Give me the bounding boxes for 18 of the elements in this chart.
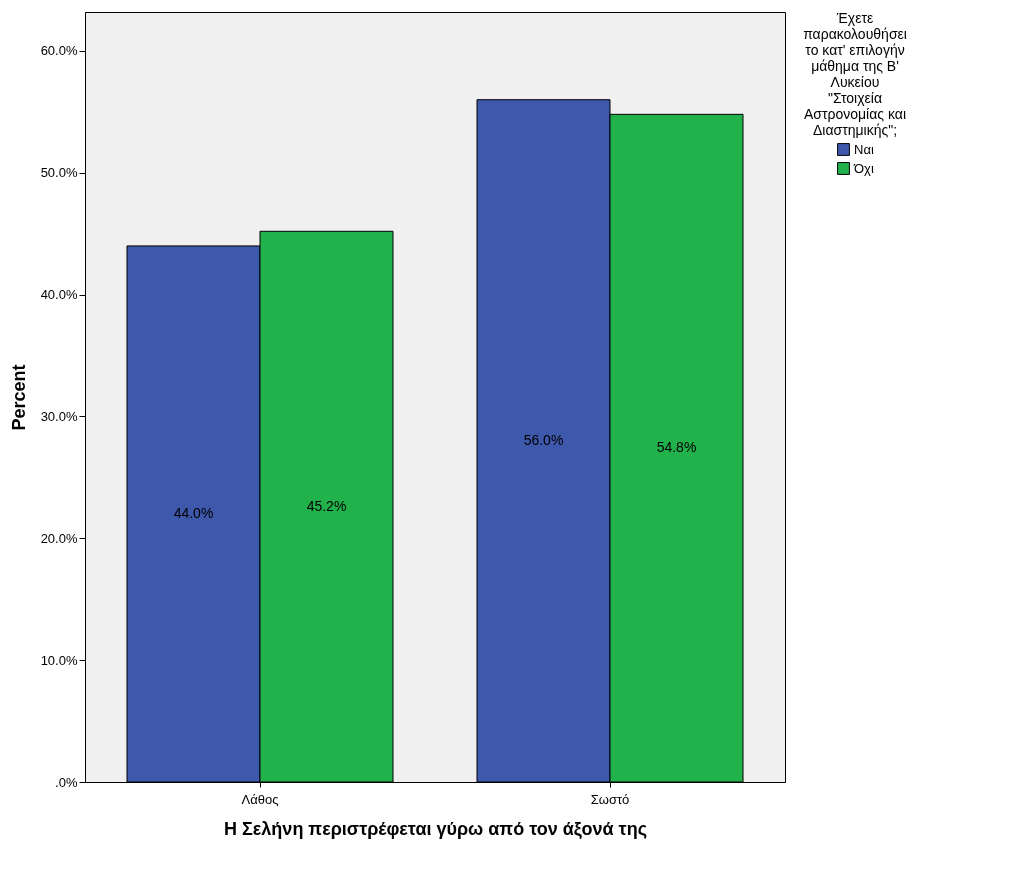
- legend-title: Έχετε παρακολουθήσει το κατ' επιλογήν μάθημα της Β' Λυκείου "Στοιχεία Αστρονομίας και Διαστημικής";: [803, 10, 907, 138]
- data-label: 44.0%: [173, 504, 214, 521]
- data-label: 56.0%: [523, 431, 564, 448]
- x-tick-label: Σωστό: [590, 791, 630, 807]
- y-tick-label: 50.0%: [40, 165, 78, 181]
- x-tick-label: Λάθος: [241, 791, 279, 807]
- x-axis-title: Η Σελήνη περιστρέφεται γύρω από τον άξονά της: [224, 818, 647, 840]
- data-label: 54.8%: [656, 439, 697, 456]
- legend-label: Ναι: [854, 141, 874, 157]
- y-tick-label: 60.0%: [40, 43, 78, 59]
- y-tick-label: .0%: [55, 774, 78, 790]
- legend-label: Όχι: [853, 160, 874, 176]
- y-tick-label: 10.0%: [40, 652, 78, 668]
- y-tick-label: 30.0%: [40, 408, 78, 424]
- y-tick-label: 40.0%: [40, 287, 78, 303]
- y-tick-label: 20.0%: [40, 530, 78, 546]
- y-axis-title: Percent: [8, 364, 29, 431]
- data-label: 45.2%: [306, 497, 347, 514]
